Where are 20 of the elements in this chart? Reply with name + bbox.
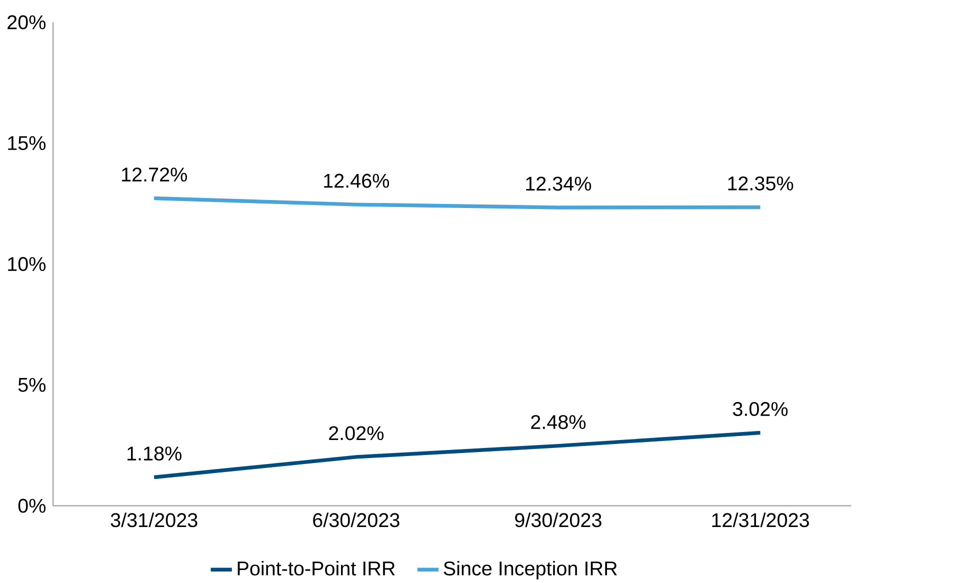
x-tick-label: 3/31/2023	[110, 512, 198, 528]
legend-label: Since Inception IRR	[444, 560, 617, 580]
data-label: 12.35%	[728, 176, 794, 190]
legend-label: Point-to-Point IRR	[238, 560, 395, 576]
y-tick-label: 10%	[8, 256, 46, 271]
y-tick-label: 5%	[18, 378, 46, 392]
x-tick-label: 6/30/2023	[313, 512, 400, 528]
y-tick-label: 0%	[18, 498, 46, 513]
data-label: 12.46%	[324, 174, 390, 188]
x-tick-label: 9/30/2023	[515, 512, 602, 528]
data-label: 2.48%	[531, 414, 586, 429]
data-label: 2.02%	[329, 426, 384, 440]
y-tick-label: 15%	[8, 136, 46, 150]
data-label: 1.18%	[128, 446, 182, 460]
data-label: 12.34%	[526, 176, 592, 191]
x-tick-label: 12/31/2023	[712, 512, 809, 528]
y-tick-label: 20%	[8, 15, 46, 30]
data-label: 3.02%	[732, 402, 788, 416]
line-series	[152, 196, 762, 210]
data-label: 12.72%	[122, 167, 187, 182]
